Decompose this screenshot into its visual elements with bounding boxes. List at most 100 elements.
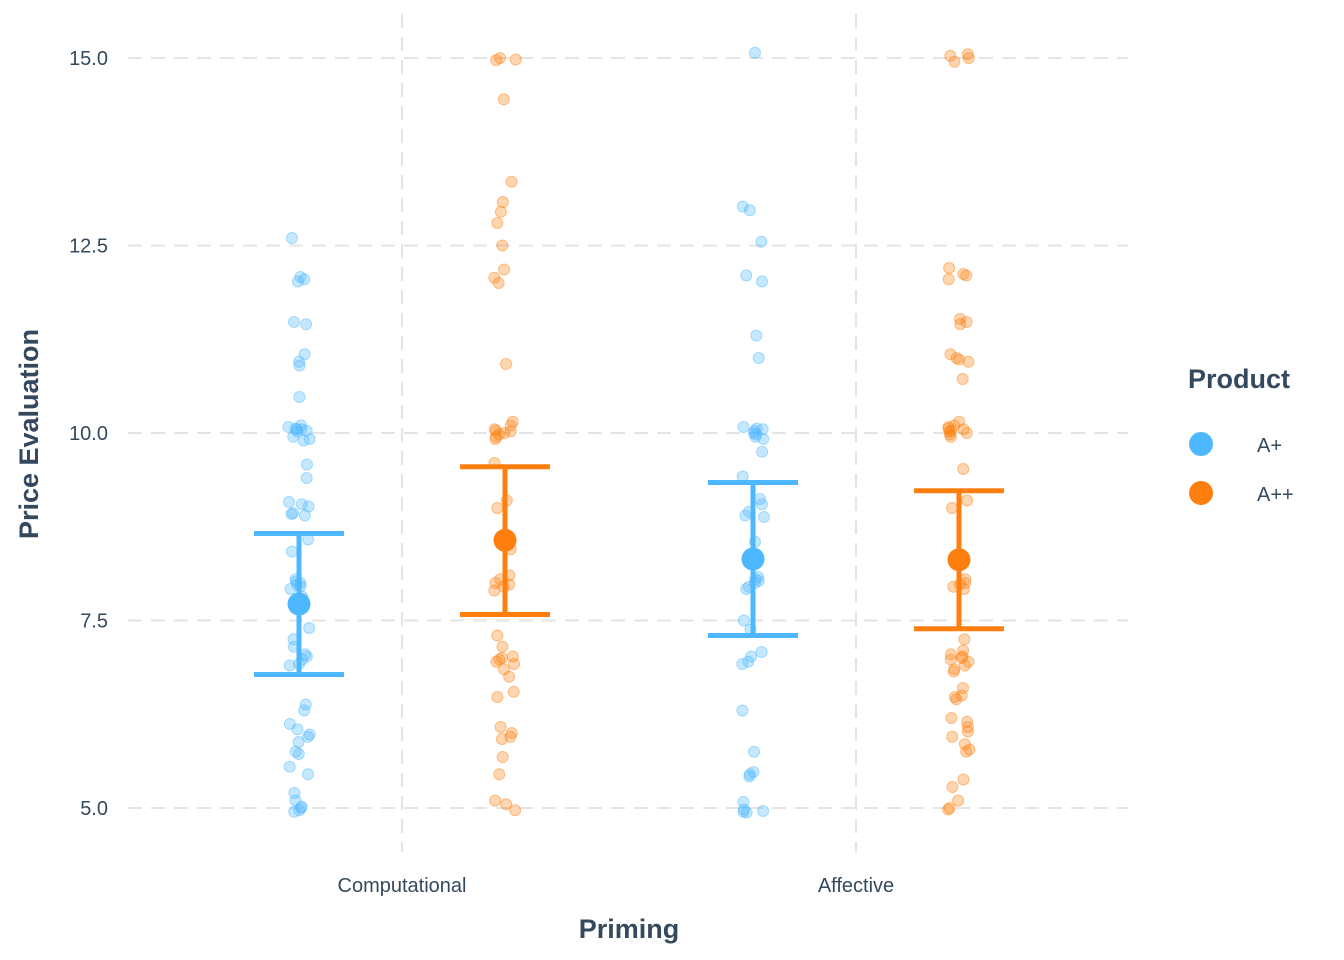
- data-point-A+: [743, 770, 756, 783]
- data-point-A+: [756, 275, 768, 288]
- data-point-A++: [958, 738, 971, 751]
- data-point-A++: [948, 419, 961, 432]
- data-point-A++: [498, 663, 510, 676]
- data-point-A++: [491, 217, 504, 229]
- data-point-A+: [737, 805, 750, 818]
- data-point-A+: [740, 806, 753, 819]
- data-point-A++: [943, 262, 956, 274]
- data-point-A+: [747, 427, 760, 439]
- data-point-A++: [962, 655, 975, 668]
- data-point-A+: [298, 273, 311, 286]
- data-point-A++: [960, 316, 973, 328]
- data-point-A++: [956, 650, 969, 663]
- data-point-A+: [283, 718, 296, 730]
- data-point-A+: [749, 46, 761, 59]
- x-axis-ticks: Computational Affective: [338, 875, 895, 897]
- data-point-A+: [295, 800, 308, 813]
- data-point-A+: [286, 232, 298, 244]
- data-point-A+: [743, 204, 756, 217]
- data-point-A++: [492, 277, 505, 289]
- data-point-A++: [944, 348, 957, 361]
- data-point-A++: [955, 689, 968, 702]
- data-point-A++: [493, 428, 505, 441]
- data-point-A++: [490, 430, 502, 443]
- data-point-A+: [755, 235, 768, 248]
- data-point-A+: [291, 723, 304, 736]
- data-point-A++: [489, 794, 502, 807]
- data-point-A+: [287, 430, 300, 443]
- data-point-A+: [295, 419, 307, 432]
- data-point-A++: [948, 663, 961, 676]
- data-point-A++: [504, 425, 517, 438]
- data-point-A++: [957, 463, 970, 475]
- data-point-A+: [283, 659, 296, 672]
- data-point-A++: [509, 53, 522, 66]
- y-axis-title: Price Evaluation: [14, 329, 44, 539]
- data-point-A+: [294, 271, 307, 283]
- legend-key-a-plus: [1189, 432, 1213, 456]
- data-point-A++: [962, 355, 975, 368]
- data-point-A+: [300, 318, 313, 331]
- data-point-A+: [302, 500, 315, 513]
- x-tick-label: Affective: [818, 875, 894, 897]
- data-point-A++: [498, 427, 511, 439]
- data-point-A+: [755, 498, 768, 511]
- data-point-A+: [303, 433, 316, 445]
- mean-point: [493, 528, 517, 552]
- data-point-A++: [954, 313, 966, 325]
- data-point-A++: [954, 318, 967, 331]
- data-point-A++: [488, 423, 501, 436]
- data-point-A++: [960, 427, 973, 439]
- data-point-A++: [961, 494, 974, 507]
- data-point-A+: [293, 804, 306, 817]
- data-point-A++: [961, 725, 974, 738]
- data-point-A+: [289, 745, 302, 758]
- data-point-A+: [283, 760, 296, 773]
- data-point-A++: [959, 659, 971, 672]
- data-point-A++: [957, 644, 970, 657]
- data-point-A++: [496, 239, 509, 252]
- legend-title: Product: [1188, 364, 1290, 394]
- y-axis-ticks: 5.0 7.5 10.0 12.5 15.0: [69, 48, 108, 820]
- data-point-A++: [489, 433, 502, 445]
- data-point-A++: [494, 721, 507, 733]
- data-point-A+: [302, 730, 314, 743]
- data-point-A++: [963, 743, 976, 756]
- data-point-A++: [957, 773, 970, 786]
- data-point-A++: [957, 268, 970, 280]
- data-point-A++: [500, 358, 513, 370]
- data-point-A+: [287, 507, 299, 520]
- data-point-A+: [288, 805, 301, 818]
- data-point-A++: [496, 652, 509, 664]
- data-point-A++: [496, 640, 509, 653]
- data-point-A++: [961, 721, 974, 733]
- data-point-A+: [292, 748, 305, 760]
- data-point-A+: [298, 348, 311, 361]
- data-point-A++: [490, 655, 503, 668]
- gridlines: [128, 14, 1128, 852]
- data-point-A+: [736, 704, 749, 717]
- data-point-A+: [303, 728, 316, 741]
- data-point-A+: [742, 655, 755, 668]
- legend: Product A+ A++: [1188, 364, 1294, 506]
- legend-label: A++: [1257, 484, 1294, 506]
- data-point-A+: [288, 316, 300, 328]
- data-point-A+: [295, 498, 308, 511]
- data-point-A++: [960, 745, 973, 758]
- data-point-A++: [958, 633, 971, 646]
- data-point-A++: [493, 653, 506, 666]
- mean-error-bars: [254, 464, 1004, 677]
- data-point-A+: [302, 768, 314, 781]
- data-point-A+: [297, 434, 310, 447]
- data-point-A++: [945, 424, 958, 437]
- data-point-A+: [737, 614, 750, 627]
- data-point-A+: [295, 423, 308, 436]
- data-point-A++: [506, 650, 519, 663]
- data-point-A++: [950, 352, 963, 364]
- data-point-A++: [944, 49, 957, 62]
- data-point-A+: [289, 794, 302, 807]
- data-point-A++: [953, 415, 966, 428]
- data-point-A+: [289, 422, 302, 435]
- data-point-A++: [961, 48, 974, 61]
